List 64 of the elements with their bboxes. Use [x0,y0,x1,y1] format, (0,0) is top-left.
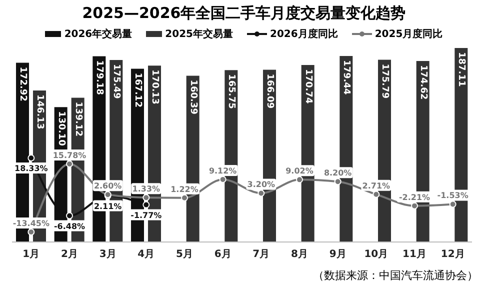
data-label: 165.75 [226,74,236,109]
data-label: 139.12 [72,102,83,136]
data-label: 175.79 [380,64,390,98]
x-tick-label: 9月 [329,249,346,260]
data-label: 187.11 [456,52,466,87]
data-label: 166.09 [264,74,274,109]
data-label: 170.74 [302,68,313,104]
data-label: 2.71% [362,181,390,190]
x-tick-label: 2月 [61,249,78,260]
x-tick-label: 12月 [440,249,465,260]
data-label: 167.12 [132,72,142,108]
data-label: 130.10 [56,111,66,146]
x-tick-label: 5月 [176,249,193,260]
legend-label: 2026年交易量 [64,27,132,41]
data-label: 2.60% [94,182,122,191]
point [181,194,188,202]
data-label: 15.78% [52,150,86,160]
data-label: 179.44 [341,60,352,95]
data-label: -1.53% [437,191,468,200]
data-label: 146.13 [34,94,44,130]
point [372,190,380,198]
x-tick-label: 8月 [291,249,308,260]
data-label: 179.18 [94,60,104,95]
data-label: 174.62 [418,64,428,100]
data-label: 2.11% [94,202,122,211]
data-label: 3.20% [247,180,276,190]
x-tick-label: 4月 [138,249,155,260]
data-label: -6.48% [54,222,86,231]
x-tick-label: 7月 [252,249,270,260]
x-tick-label: 3月 [99,249,116,260]
point [28,154,35,162]
point [296,176,303,184]
point [258,190,265,197]
x-tick-label: 10月 [364,249,388,260]
data-label: 18.33% [14,164,48,173]
legend-label: 2026月度同比 [270,27,338,41]
point [142,194,150,202]
x-tick-label: 6月 [214,249,232,260]
data-label: 8.20% [324,168,352,178]
point [334,178,342,186]
chart-title: 2025—2026年全国二手车月度交易量变化趋势 [81,3,407,24]
point [66,212,73,220]
legend-label: 2025月度同比 [374,27,443,41]
point [449,200,456,208]
data-label: -1.77% [130,210,162,220]
x-tick-label: 1月 [22,249,40,260]
point [411,202,418,210]
point [219,176,226,183]
point [142,201,150,208]
data-label: 9.02% [286,166,314,176]
data-label: 9.12% [208,166,237,176]
data-label: -13.45% [12,219,50,228]
text: （数据来源：中国汽车流通协会） [312,268,479,283]
data-label: -2.21% [398,192,430,202]
data-label: 175.49 [111,64,122,99]
x-tick-label: 11月 [402,249,426,260]
legend-label: 2025年交易量 [165,27,233,41]
point [66,160,73,168]
data-label: 160.39 [188,80,198,114]
data-label: 172.92 [18,66,28,102]
data-label: 1.22% [170,184,198,194]
point [28,228,35,236]
data-label: 1.33% [132,184,160,194]
data-label: 170.13 [150,70,160,104]
